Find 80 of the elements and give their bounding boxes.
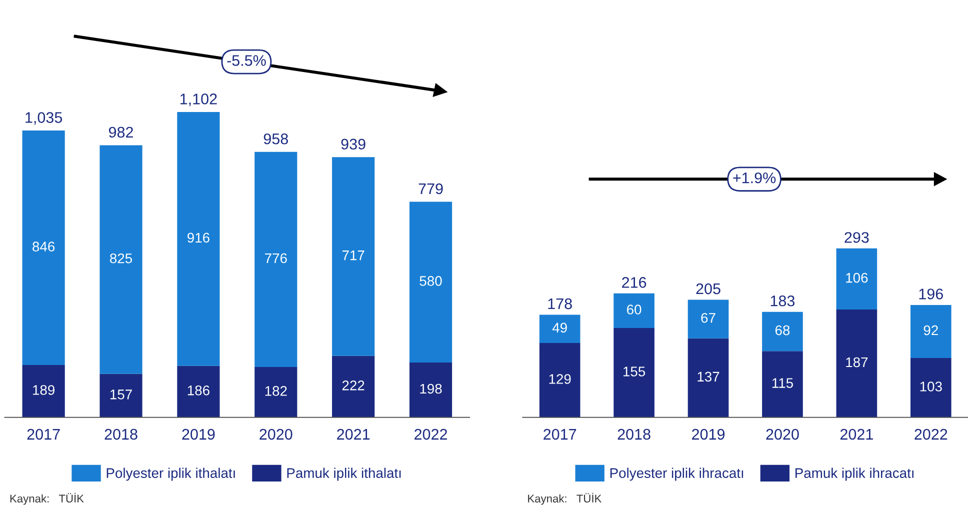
bar [762,312,803,352]
data-label: 60 [627,304,642,314]
total-label: 1,102 [180,94,217,106]
bar [910,358,952,418]
x-tick-label: 2017 [27,428,60,440]
total-label: 939 [341,138,366,150]
bar [614,293,654,328]
bar [762,351,803,418]
x-tick-label: 2018 [104,428,138,440]
data-label: 182 [265,386,287,396]
bar [332,157,375,356]
total-label: 958 [264,133,288,144]
data-label: 103 [920,382,942,392]
data-label: 776 [265,253,287,264]
bar [177,366,220,418]
x-tick-label: 2017 [544,428,576,440]
bar [688,338,729,418]
data-label: 68 [775,325,790,336]
bar [409,202,452,363]
bar [836,310,878,418]
total-label: 982 [108,126,133,138]
bar [22,365,65,418]
data-label: 580 [420,276,442,286]
legend-label: Polyester iplik ihracatı [610,468,744,481]
bar [539,314,580,343]
x-tick-label: 2019 [182,428,215,440]
x-tick-label: 2020 [260,428,292,440]
data-label: 187 [846,357,868,368]
bar [100,374,142,418]
bar [614,328,654,418]
total-label: 183 [770,295,795,306]
x-tick-label: 2020 [766,428,799,440]
total-label: 205 [696,283,720,294]
x-tick-label: 2021 [337,428,370,440]
bar [100,145,142,374]
data-label: 115 [772,378,793,388]
data-label: 106 [846,272,868,283]
text: Kaynak: TÜİK [528,492,602,505]
total-label: 178 [548,298,572,310]
data-label: 186 [188,386,210,396]
data-label: 137 [698,372,720,382]
total-label: 196 [919,288,943,300]
data-label: 825 [110,253,132,264]
data-label: 198 [420,384,442,394]
data-label: 129 [549,374,571,384]
bar [22,130,65,365]
data-label: 189 [33,385,54,395]
bar [332,356,375,418]
bar [409,362,452,418]
x-tick-label: 2019 [692,428,725,440]
bar [688,300,729,338]
bar [910,304,952,358]
x-tick-label: 2022 [414,428,447,440]
data-label: 67 [701,312,716,323]
legend-label: Polyester iplik ithalatı [106,468,235,481]
total-label: 216 [622,277,646,288]
text: -5.5% [227,55,266,66]
data-label: 916 [188,232,210,243]
x-tick-label: 2021 [840,428,873,440]
x-tick-label: 2022 [914,428,948,440]
bar [254,366,298,418]
total-label: 293 [844,232,869,243]
data-label: 155 [624,366,646,376]
bar [254,152,298,367]
bar [539,343,580,418]
data-label: 222 [342,380,364,390]
text: Kaynak: TÜİK [10,492,84,505]
data-label: 92 [924,325,938,336]
legend-label: Pamuk iplik ihracatı [796,468,914,481]
legend-label: Pamuk iplik ithalatı [287,468,401,481]
data-label: 49 [552,322,567,333]
data-label: 846 [32,242,55,252]
data-label: 717 [342,250,364,260]
text: +1.9% [733,172,776,184]
total-label: 1,035 [26,112,62,125]
x-tick-label: 2018 [618,428,650,440]
data-label: 157 [110,390,132,400]
total-label: 779 [418,183,443,194]
bar [836,248,878,310]
bar [177,112,220,366]
